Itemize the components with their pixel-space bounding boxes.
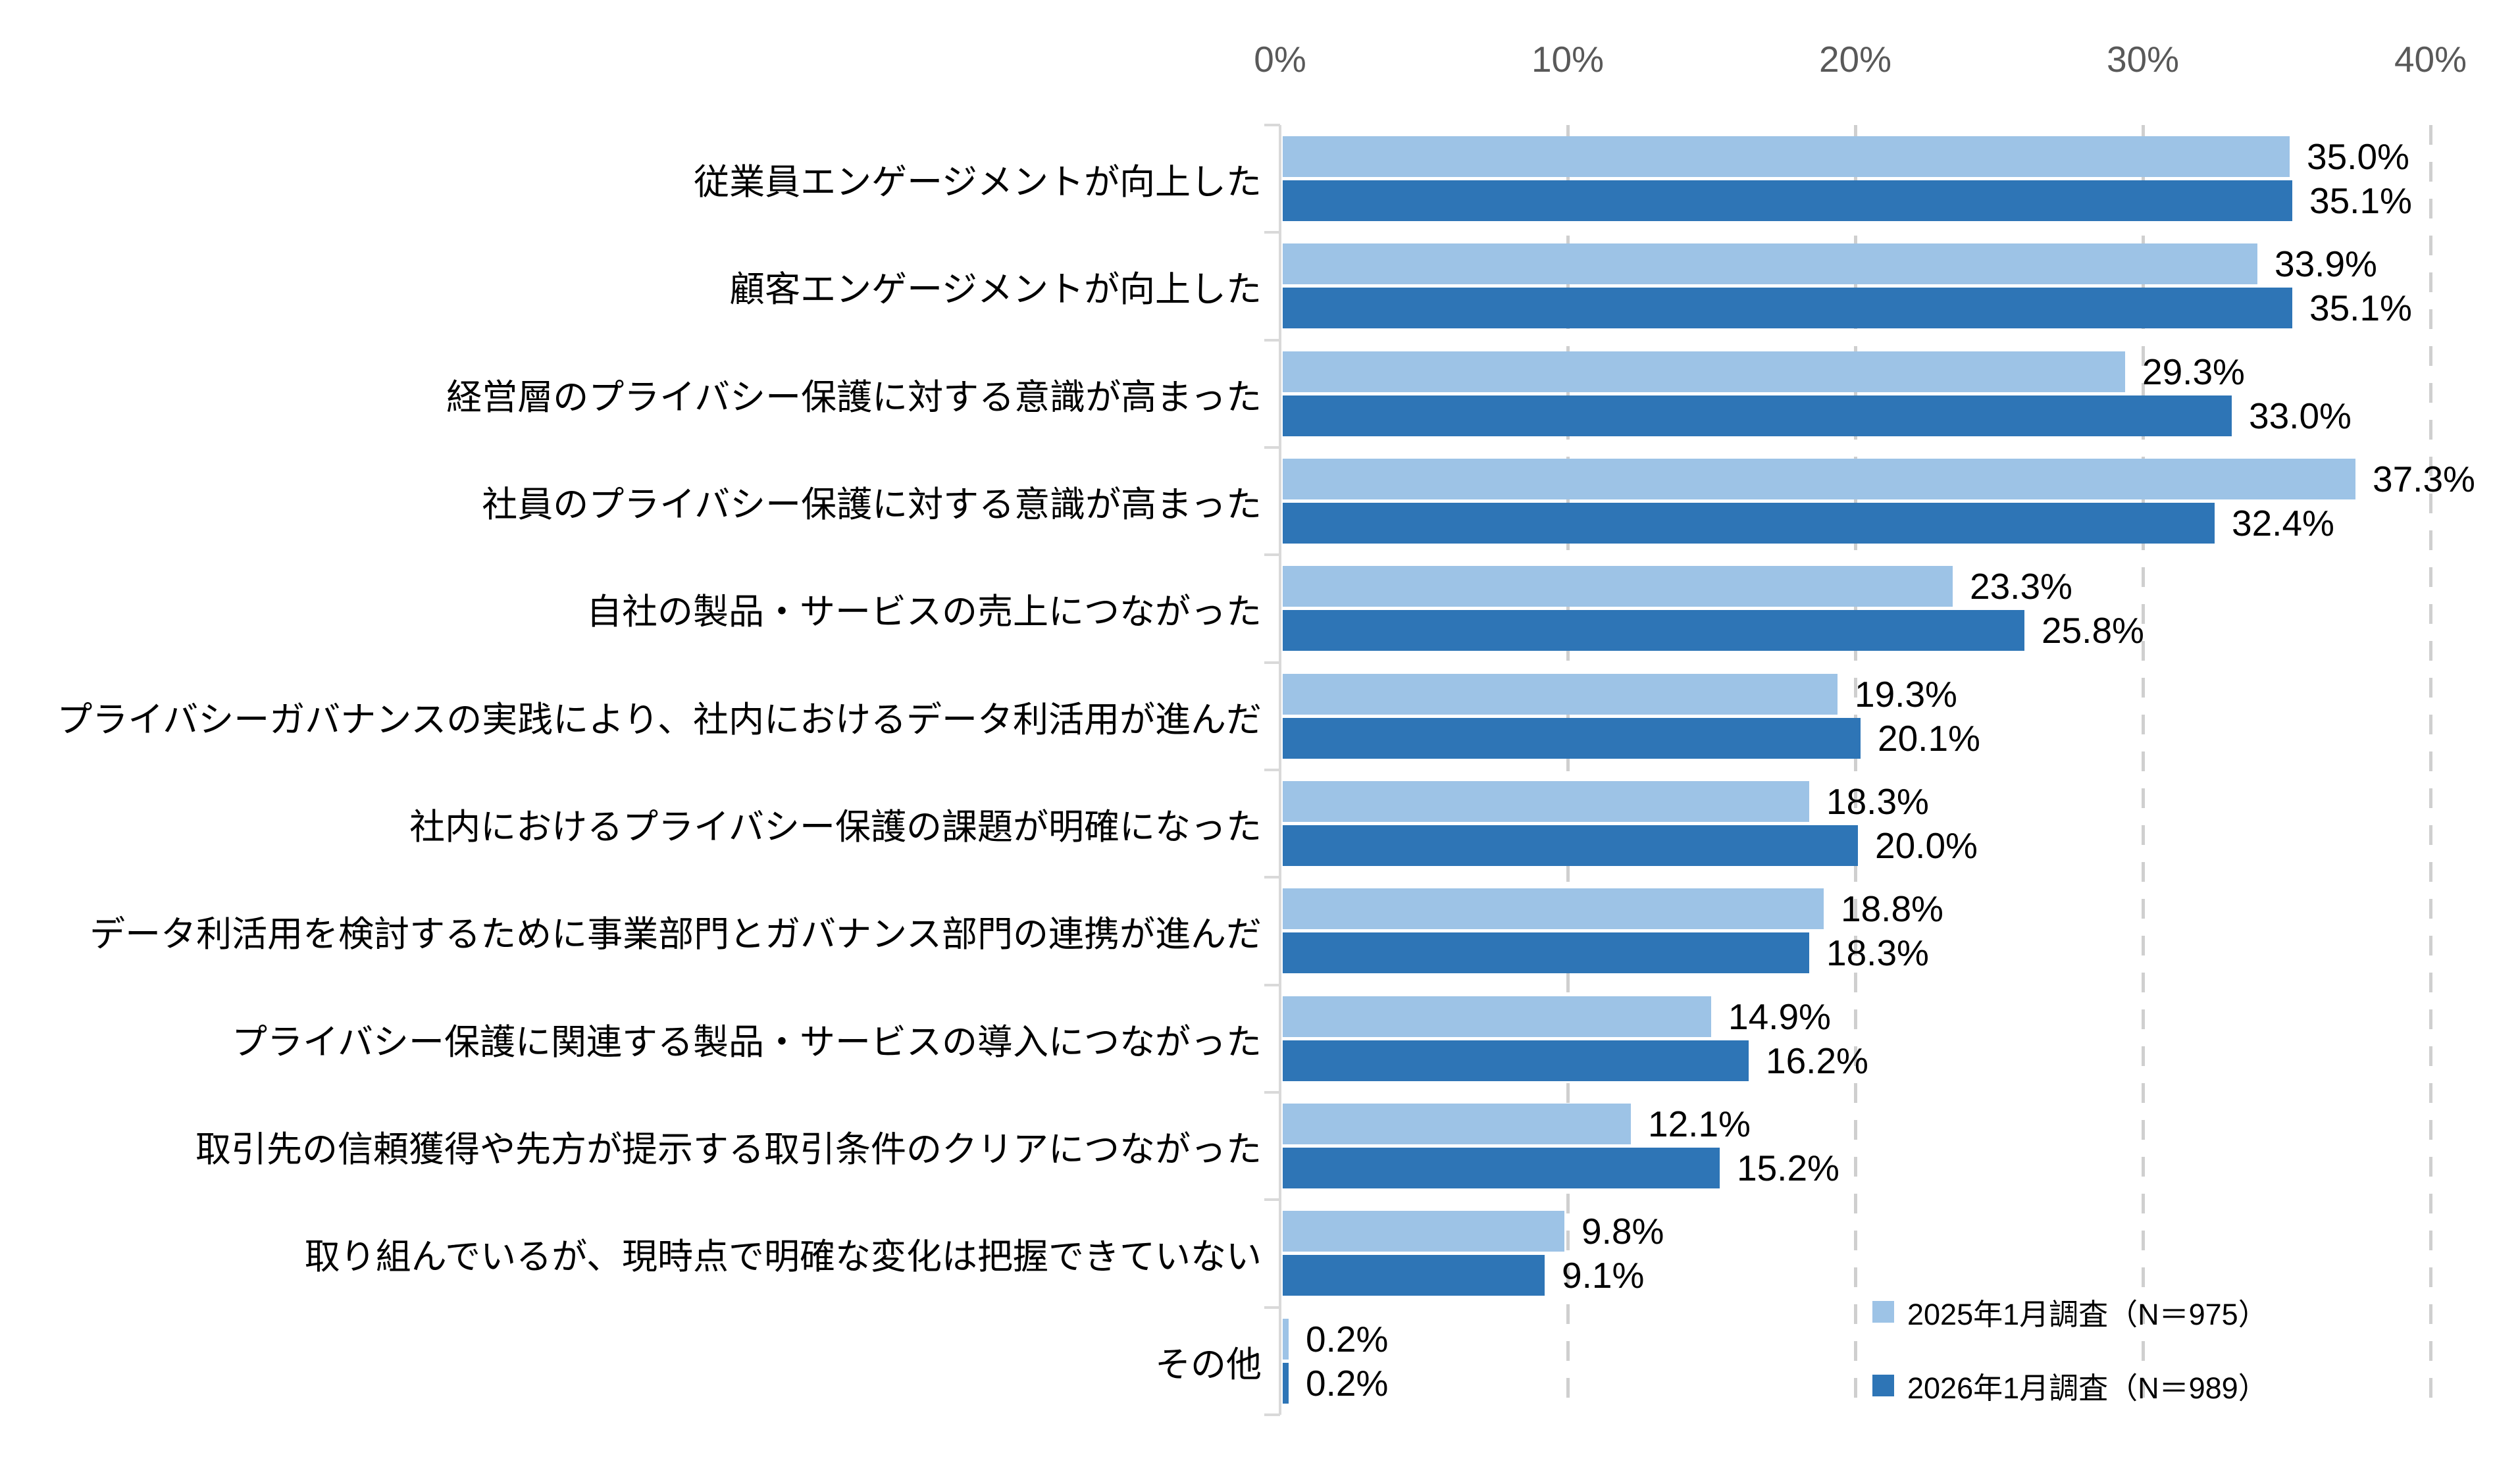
x-axis-tick-label: 0% xyxy=(1254,39,1306,80)
category-axis-tick xyxy=(1264,876,1280,879)
value-label: 33.0% xyxy=(2249,395,2352,436)
category-label: 社内におけるプライバシー保護の課題が明確になった xyxy=(409,807,1262,848)
bar-series-2025 xyxy=(1283,1318,1289,1360)
value-label: 15.2% xyxy=(1737,1148,1839,1188)
bar-series-2025 xyxy=(1283,673,1838,715)
bar-series-2025 xyxy=(1283,243,2257,285)
bar-series-2026 xyxy=(1283,395,2232,436)
bar-series-2026 xyxy=(1283,932,1809,974)
category-label: 社員のプライバシー保護に対する意識が高まった xyxy=(482,485,1262,525)
bar-series-2026 xyxy=(1283,1148,1720,1188)
legend-swatch xyxy=(1872,1374,1894,1396)
category-label: 従業員エンゲージメントが向上した xyxy=(694,163,1262,203)
bar-series-2025 xyxy=(1283,1104,1631,1144)
x-axis-tick-label: 30% xyxy=(2106,39,2180,80)
value-label: 9.1% xyxy=(1562,1255,1645,1296)
category-label: 経営層のプライバシー保護に対する意識が高まった xyxy=(446,377,1262,417)
bar-series-2025 xyxy=(1283,136,2290,177)
value-label: 23.3% xyxy=(1970,566,2072,607)
value-label: 18.3% xyxy=(1826,932,1929,974)
bar-series-2026 xyxy=(1283,610,2024,651)
value-label: 25.8% xyxy=(2042,610,2144,651)
bar-series-2025 xyxy=(1283,888,1824,930)
value-label: 0.2% xyxy=(1306,1362,1389,1404)
bar-series-2026 xyxy=(1283,180,2292,221)
value-label: 32.4% xyxy=(2232,503,2334,544)
bar-series-2025 xyxy=(1283,1211,1564,1252)
category-axis-tick xyxy=(1264,661,1280,664)
bar-series-2025 xyxy=(1283,351,2125,392)
value-label: 16.2% xyxy=(1766,1040,1868,1081)
bar-series-2026 xyxy=(1283,288,2292,329)
x-axis-tick-label: 40% xyxy=(2394,39,2467,80)
value-label: 33.9% xyxy=(2275,243,2377,285)
value-label: 20.1% xyxy=(1878,717,1980,759)
category-axis-tick xyxy=(1264,769,1280,771)
category-label: プライバシーガバナンスの実践により、社内におけるデータ利活用が進んだ xyxy=(57,700,1262,740)
gridline xyxy=(1854,125,1857,1415)
value-label: 35.0% xyxy=(2307,136,2409,177)
category-axis-tick xyxy=(1264,231,1280,234)
category-axis-tick xyxy=(1264,1306,1280,1309)
category-label: 顧客エンゲージメントが向上した xyxy=(729,270,1262,310)
category-axis-tick xyxy=(1264,1198,1280,1202)
category-axis-tick xyxy=(1264,553,1280,557)
legend-item: 2026年1月調査（N＝989） xyxy=(1872,1365,2268,1406)
value-label: 12.1% xyxy=(1648,1104,1751,1144)
category-axis-tick xyxy=(1264,124,1280,126)
bar-series-2026 xyxy=(1283,1040,1749,1081)
value-label: 37.3% xyxy=(2373,459,2475,499)
value-label: 20.0% xyxy=(1875,825,1978,866)
value-label: 18.3% xyxy=(1826,781,1929,822)
value-label: 29.3% xyxy=(2142,351,2245,392)
value-label: 0.2% xyxy=(1306,1318,1389,1360)
legend-label: 2026年1月調査（N＝989） xyxy=(1907,1371,2268,1405)
category-axis-tick xyxy=(1264,1091,1280,1094)
category-axis-tick xyxy=(1264,446,1280,449)
bar-series-2026 xyxy=(1283,717,1861,759)
value-label: 35.1% xyxy=(2309,180,2412,221)
category-label: データ利活用を検討するために事業部門とガバナンス部門の連携が進んだ xyxy=(90,915,1262,955)
bar-series-2025 xyxy=(1283,566,1953,607)
category-label: その他 xyxy=(1155,1344,1262,1385)
gridline xyxy=(2429,125,2432,1415)
x-axis-tick-label: 10% xyxy=(1531,39,1605,80)
category-label: プライバシー保護に関連する製品・サービスの導入につながった xyxy=(232,1022,1262,1062)
category-axis-tick xyxy=(1264,338,1280,342)
bar-series-2025 xyxy=(1283,781,1809,822)
x-axis-tick-label: 20% xyxy=(1818,39,1892,80)
category-label: 取引先の信頼獲得や先方が提示する取引条件のクリアにつながった xyxy=(195,1130,1262,1170)
legend-label: 2025年1月調査（N＝975） xyxy=(1907,1297,2268,1331)
bar-series-2026 xyxy=(1283,1255,1545,1296)
value-label: 35.1% xyxy=(2309,288,2412,329)
gridline xyxy=(1566,125,1570,1415)
bar-series-2026 xyxy=(1283,825,1858,866)
value-label: 14.9% xyxy=(1728,996,1831,1037)
category-axis-line xyxy=(1279,125,1281,1415)
category-axis-tick xyxy=(1264,1413,1280,1416)
category-label: 自社の製品・サービスの売上につながった xyxy=(586,592,1262,632)
bar-series-2025 xyxy=(1283,996,1711,1037)
value-label: 18.8% xyxy=(1841,888,1943,930)
value-label: 19.3% xyxy=(1855,673,1957,715)
legend-swatch xyxy=(1872,1300,1894,1323)
bar-series-2026 xyxy=(1283,503,2215,544)
value-label: 9.8% xyxy=(1581,1211,1664,1252)
gridline xyxy=(2142,125,2145,1415)
legend-item: 2025年1月調査（N＝975） xyxy=(1872,1291,2268,1332)
bar-series-2026 xyxy=(1283,1362,1289,1404)
bar-series-2025 xyxy=(1283,459,2355,499)
category-axis-tick xyxy=(1264,983,1280,986)
category-label: 取り組んでいるが、現時点で明確な変化は把握できていない xyxy=(304,1237,1262,1277)
